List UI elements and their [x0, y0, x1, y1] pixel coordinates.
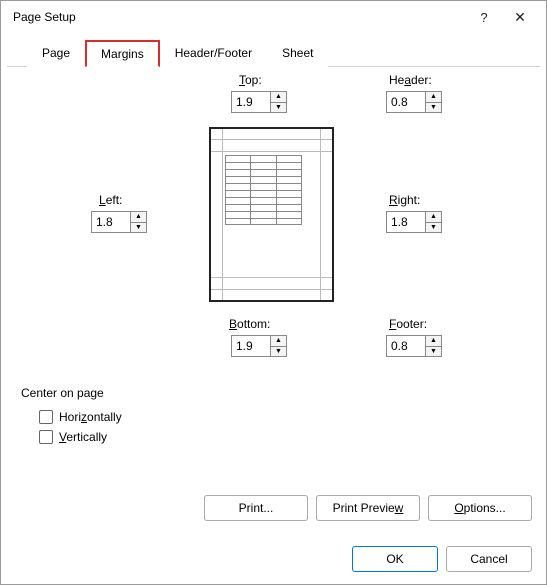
right-label: Right:: [389, 193, 420, 207]
dialog-button-row: OK Cancel: [352, 546, 532, 572]
close-button[interactable]: ✕: [502, 2, 538, 32]
center-horizontally-row[interactable]: Horizontally: [39, 410, 122, 424]
header-spinner[interactable]: ▲ ▼: [386, 91, 442, 113]
right-spinner[interactable]: ▲ ▼: [386, 211, 442, 233]
print-preview-button[interactable]: Print Preview: [316, 495, 420, 521]
center-horizontally-label: Horizontally: [59, 410, 122, 424]
right-spin-down[interactable]: ▼: [426, 223, 441, 233]
page-setup-dialog: Page Setup ? ✕ Page Margins Header/Foote…: [0, 0, 547, 585]
left-input[interactable]: [92, 212, 130, 232]
cancel-button[interactable]: Cancel: [446, 546, 532, 572]
left-spin-down[interactable]: ▼: [131, 223, 146, 233]
titlebar: Page Setup ? ✕: [1, 1, 546, 33]
options-button[interactable]: Options...: [428, 495, 532, 521]
footer-label: Footer:: [389, 317, 427, 331]
center-on-page-title: Center on page: [21, 386, 122, 400]
bottom-spin-up[interactable]: ▲: [271, 336, 286, 347]
center-on-page-section: Center on page Horizontally Vertically: [21, 386, 122, 450]
footer-spin-down[interactable]: ▼: [426, 347, 441, 357]
bottom-spinner[interactable]: ▲ ▼: [231, 335, 287, 357]
action-button-row: Print... Print Preview Options...: [204, 495, 532, 521]
margin-preview: [209, 127, 334, 302]
footer-input[interactable]: [387, 336, 425, 356]
right-input[interactable]: [387, 212, 425, 232]
footer-spinner[interactable]: ▲ ▼: [386, 335, 442, 357]
header-spin-down[interactable]: ▼: [426, 103, 441, 113]
bottom-label: Bottom:: [229, 317, 270, 331]
header-spin-up[interactable]: ▲: [426, 92, 441, 103]
left-spinner[interactable]: ▲ ▼: [91, 211, 147, 233]
top-spin-down[interactable]: ▼: [271, 103, 286, 113]
center-horizontally-checkbox[interactable]: [39, 410, 53, 424]
dialog-title: Page Setup: [13, 10, 466, 24]
header-label: Header:: [389, 73, 432, 87]
tab-page[interactable]: Page: [27, 40, 85, 67]
tab-strip: Page Margins Header/Footer Sheet: [7, 33, 540, 67]
help-button[interactable]: ?: [466, 2, 502, 32]
top-label: Top:: [239, 73, 262, 87]
print-button[interactable]: Print...: [204, 495, 308, 521]
tab-header-footer[interactable]: Header/Footer: [160, 40, 267, 67]
top-spin-up[interactable]: ▲: [271, 92, 286, 103]
top-input[interactable]: [232, 92, 270, 112]
bottom-input[interactable]: [232, 336, 270, 356]
left-label: Left:: [99, 193, 122, 207]
center-vertically-label: Vertically: [59, 430, 107, 444]
footer-spin-up[interactable]: ▲: [426, 336, 441, 347]
header-input[interactable]: [387, 92, 425, 112]
center-vertically-checkbox[interactable]: [39, 430, 53, 444]
tab-sheet[interactable]: Sheet: [267, 40, 328, 67]
right-spin-up[interactable]: ▲: [426, 212, 441, 223]
bottom-spin-down[interactable]: ▼: [271, 347, 286, 357]
left-spin-up[interactable]: ▲: [131, 212, 146, 223]
top-spinner[interactable]: ▲ ▼: [231, 91, 287, 113]
tab-margins[interactable]: Margins: [85, 40, 160, 67]
ok-button[interactable]: OK: [352, 546, 438, 572]
center-vertically-row[interactable]: Vertically: [39, 430, 122, 444]
